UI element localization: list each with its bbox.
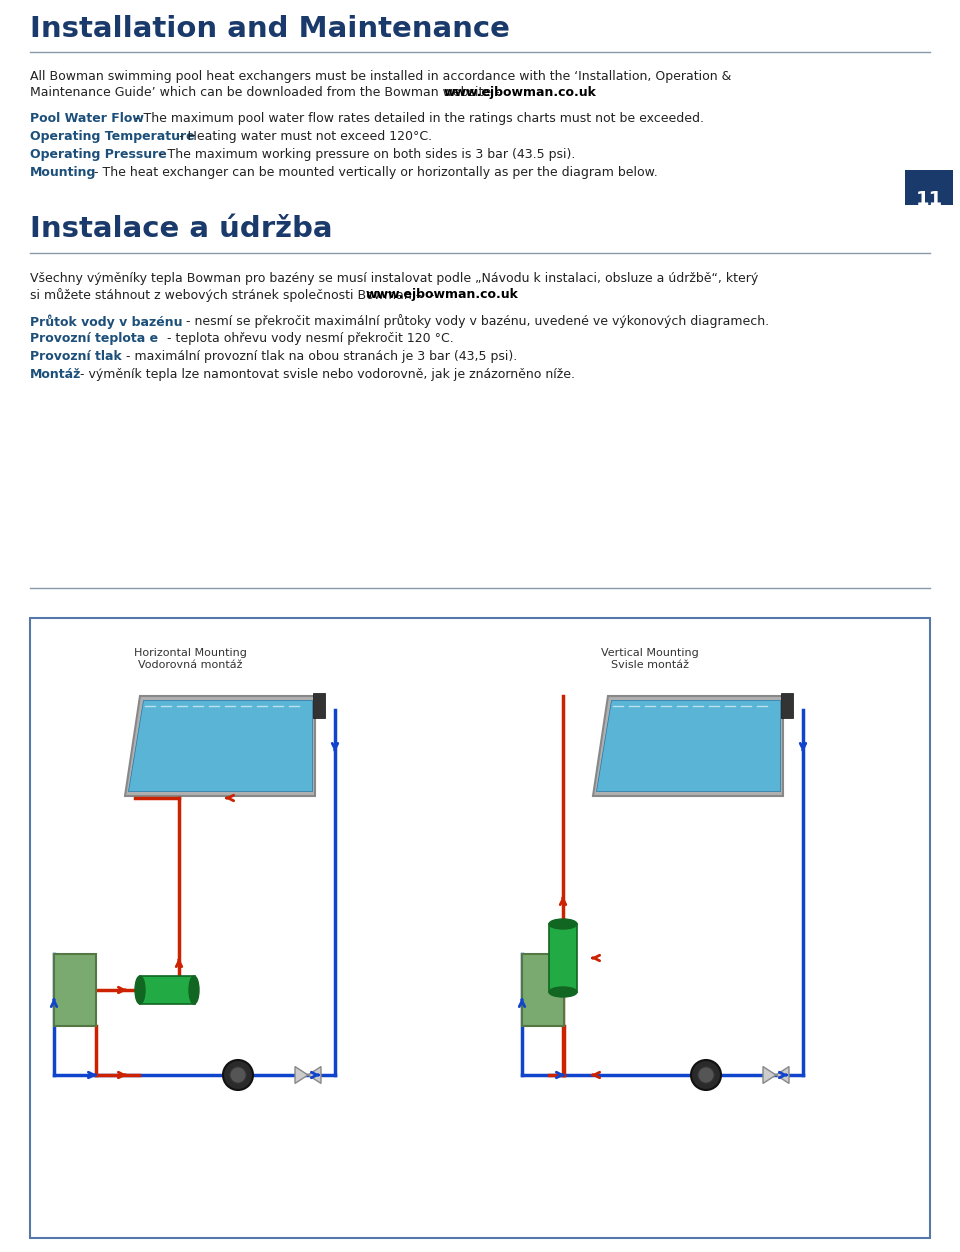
Ellipse shape <box>549 919 577 929</box>
Text: Vodorovná montáž: Vodorovná montáž <box>137 660 242 670</box>
Text: www.ejbowman.co.uk: www.ejbowman.co.uk <box>366 288 518 300</box>
Text: www.ejbowman.co.uk: www.ejbowman.co.uk <box>444 86 597 99</box>
Text: - The maximum working pressure on both sides is 3 bar (43.5 psi).: - The maximum working pressure on both s… <box>155 148 575 162</box>
Bar <box>522 954 564 1025</box>
Circle shape <box>691 1060 721 1090</box>
Text: - maximální provozní tlak na obou stranách je 3 bar (43,5 psi).: - maximální provozní tlak na obou straná… <box>122 351 517 363</box>
Text: - The heat exchanger can be mounted vertically or horizontally as per the diagra: - The heat exchanger can be mounted vert… <box>90 167 658 179</box>
Text: - nesmí se překročit maximální průtoky vody v bazénu, uvedené ve výkonových diag: - nesmí se překročit maximální průtoky v… <box>182 314 769 328</box>
Text: - Heating water must not exceed 120°C.: - Heating water must not exceed 120°C. <box>175 130 432 143</box>
Text: Installation and Maintenance: Installation and Maintenance <box>30 15 510 43</box>
Circle shape <box>698 1067 714 1083</box>
Polygon shape <box>125 696 315 796</box>
Bar <box>905 170 953 205</box>
Text: Vertical Mounting: Vertical Mounting <box>601 649 699 659</box>
Bar <box>549 924 577 992</box>
Text: Maintenance Guide’ which can be downloaded from the Bowman website -: Maintenance Guide’ which can be download… <box>30 86 504 99</box>
Text: Operating Temperature: Operating Temperature <box>30 130 195 143</box>
Text: Instalace a údržba: Instalace a údržba <box>30 215 332 243</box>
Text: 11: 11 <box>916 190 943 209</box>
Polygon shape <box>295 1067 321 1083</box>
Text: Mounting: Mounting <box>30 167 96 179</box>
Bar <box>30 618 930 1238</box>
Text: - teplota ohřevu vody nesmí překročit 120 °C.: - teplota ohřevu vody nesmí překročit 12… <box>163 332 454 346</box>
Polygon shape <box>593 696 783 796</box>
Text: Montáž: Montáž <box>30 368 82 381</box>
Circle shape <box>229 1067 247 1083</box>
Polygon shape <box>763 1067 789 1083</box>
Bar <box>140 977 195 1004</box>
Text: Všechny výměníky tepla Bowman pro bazény se musí instalovat podle „Návodu k inst: Všechny výměníky tepla Bowman pro bazény… <box>30 272 758 285</box>
Text: All Bowman swimming pool heat exchangers must be installed in accordance with th: All Bowman swimming pool heat exchangers… <box>30 70 732 83</box>
Text: - výměník tepla lze namontovat svisle nebo vodorovně, jak je znázorněno níže.: - výměník tepla lze namontovat svisle ne… <box>76 368 575 381</box>
Text: Provozní teplota e: Provozní teplota e <box>30 332 158 346</box>
Polygon shape <box>128 700 312 791</box>
Text: Provozní tlak: Provozní tlak <box>30 351 122 363</box>
Ellipse shape <box>189 977 199 1004</box>
Circle shape <box>223 1060 253 1090</box>
Bar <box>313 694 325 717</box>
Text: Pool Water Flow: Pool Water Flow <box>30 111 144 125</box>
Ellipse shape <box>135 977 145 1004</box>
Polygon shape <box>596 700 780 791</box>
Text: Horizontal Mounting: Horizontal Mounting <box>133 649 247 659</box>
Text: Svisle montáž: Svisle montáž <box>611 660 689 670</box>
Text: si můžete stáhnout z webových stránek společnosti Bowman –  -: si můžete stáhnout z webových stránek sp… <box>30 288 439 302</box>
Bar <box>54 954 96 1025</box>
Text: Operating Pressure: Operating Pressure <box>30 148 167 162</box>
Bar <box>781 694 793 717</box>
Ellipse shape <box>549 987 577 997</box>
Text: Průtok vody v bazénu: Průtok vody v bazénu <box>30 314 182 328</box>
Text: - The maximum pool water flow rates detailed in the ratings charts must not be e: - The maximum pool water flow rates deta… <box>131 111 704 125</box>
